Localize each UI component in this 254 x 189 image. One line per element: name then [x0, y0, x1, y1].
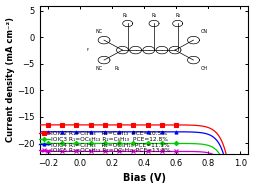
Y-axis label: Current density (mA cm⁻²): Current density (mA cm⁻²): [6, 17, 14, 142]
Legend: IOIC2 R₁=C₆H₁₃   R₂=C₆H₁₃  PCE=10.5%, IOIC3 R₁=OC₆H₁₃ R₂=C₆H₁₃  PCE=12.8%, IOIC4: IOIC2 R₁=C₆H₁₃ R₂=C₆H₁₃ PCE=10.5%, IOIC3…: [38, 130, 172, 154]
X-axis label: Bias (V): Bias (V): [123, 174, 166, 184]
